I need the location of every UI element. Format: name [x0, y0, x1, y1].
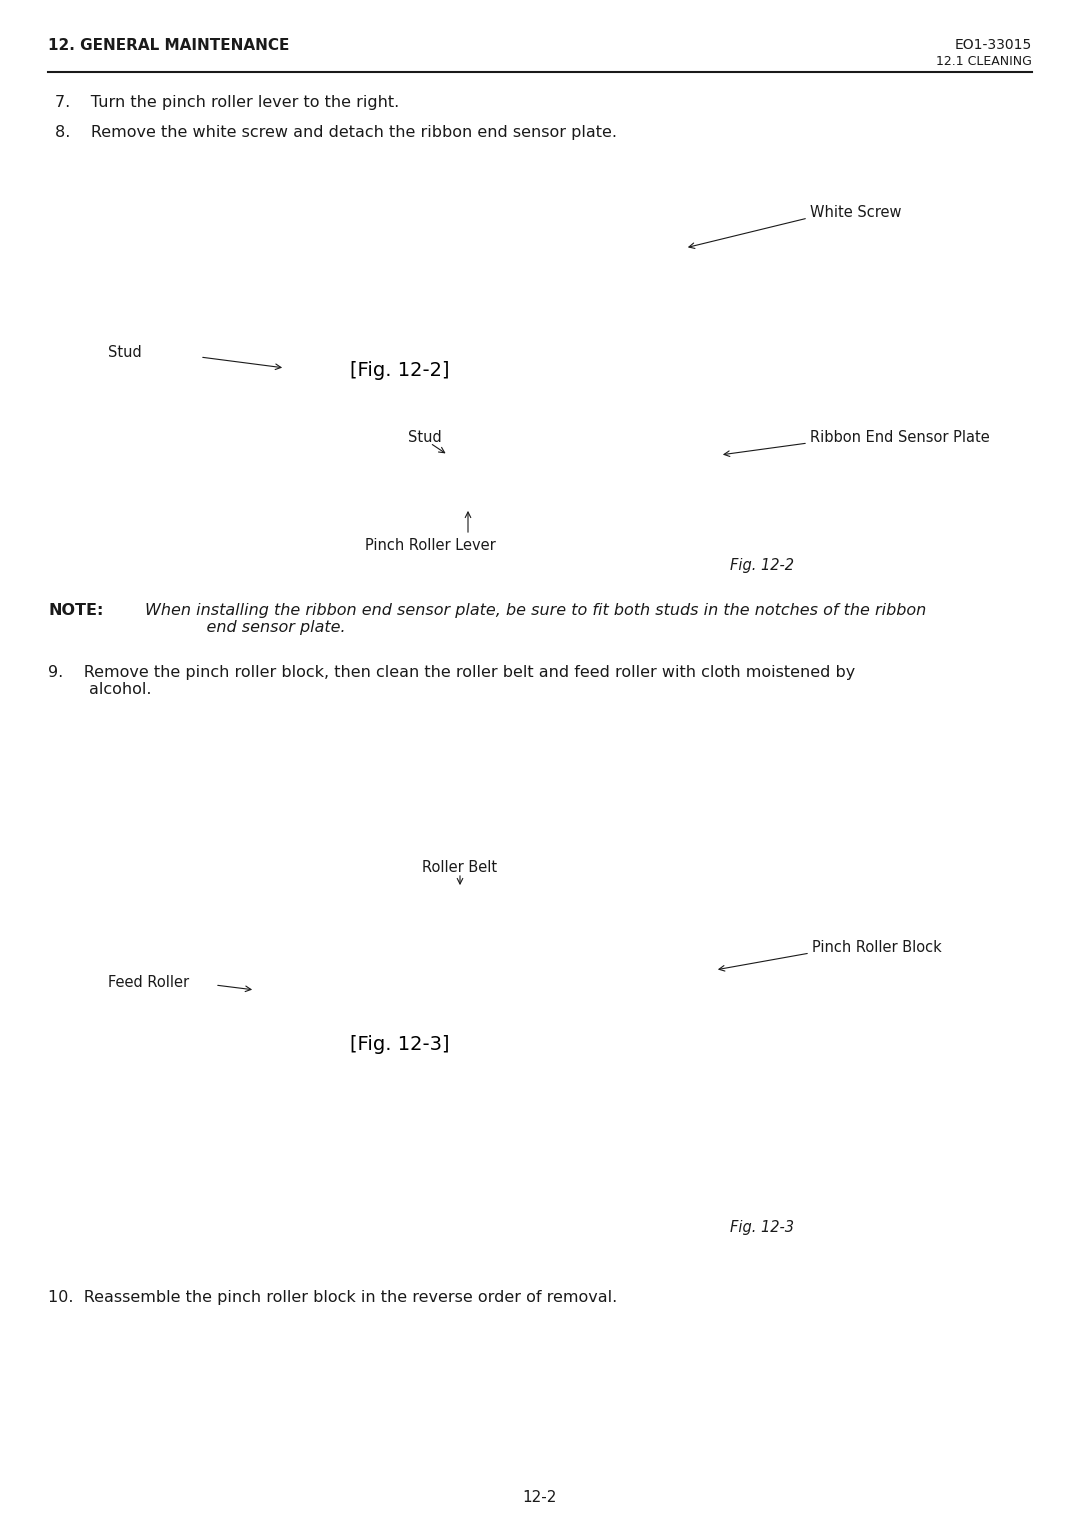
- Text: EO1-33015: EO1-33015: [955, 38, 1032, 52]
- Text: 7.    Turn the pinch roller lever to the right.: 7. Turn the pinch roller lever to the ri…: [55, 95, 400, 110]
- Text: 12. GENERAL MAINTENANCE: 12. GENERAL MAINTENANCE: [48, 38, 289, 53]
- Text: Fig. 12-3: Fig. 12-3: [730, 1220, 794, 1235]
- Text: Feed Roller: Feed Roller: [108, 974, 189, 990]
- Text: Pinch Roller Block: Pinch Roller Block: [812, 939, 942, 955]
- Text: NOTE:: NOTE:: [48, 602, 104, 618]
- Text: Fig. 12-2: Fig. 12-2: [730, 558, 794, 573]
- Text: 8.    Remove the white screw and detach the ribbon end sensor plate.: 8. Remove the white screw and detach the…: [55, 125, 617, 140]
- Text: Stud: Stud: [408, 430, 442, 445]
- Text: 10.  Reassemble the pinch roller block in the reverse order of removal.: 10. Reassemble the pinch roller block in…: [48, 1290, 618, 1305]
- Text: 9.    Remove the pinch roller block, then clean the roller belt and feed roller : 9. Remove the pinch roller block, then c…: [48, 665, 855, 697]
- Text: 12.1 CLEANING: 12.1 CLEANING: [936, 55, 1032, 69]
- Text: When installing the ribbon end sensor plate, be sure to fit both studs in the no: When installing the ribbon end sensor pl…: [145, 602, 927, 636]
- Text: Ribbon End Sensor Plate: Ribbon End Sensor Plate: [810, 430, 989, 445]
- Text: Roller Belt: Roller Belt: [422, 860, 498, 875]
- Text: Pinch Roller Lever: Pinch Roller Lever: [365, 538, 496, 554]
- Text: [Fig. 12-2]: [Fig. 12-2]: [350, 360, 449, 380]
- Text: [Fig. 12-3]: [Fig. 12-3]: [350, 1035, 449, 1054]
- Text: Stud: Stud: [108, 345, 141, 360]
- Text: White Screw: White Screw: [810, 204, 902, 220]
- Text: 12-2: 12-2: [523, 1490, 557, 1505]
